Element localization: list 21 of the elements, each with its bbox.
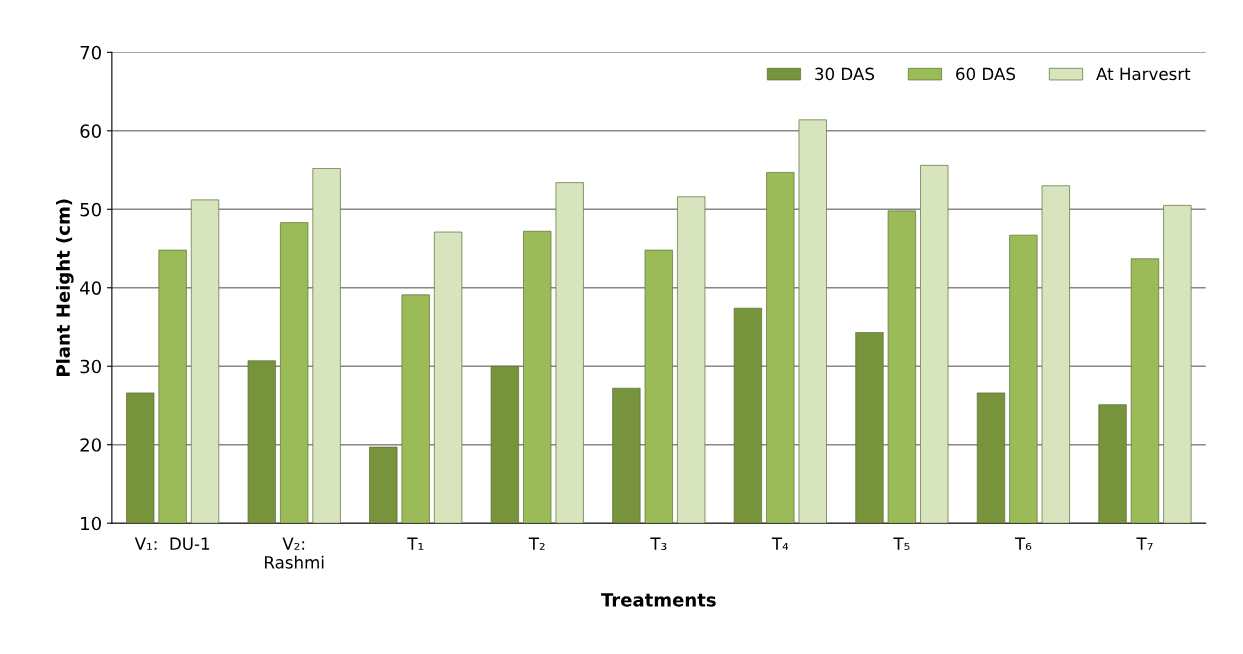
x-axis-title: Treatments	[601, 593, 716, 607]
x-tick-label: T₂	[528, 537, 545, 550]
x-tick-label: T₇	[1136, 537, 1153, 550]
x-tick-label: T₁	[407, 537, 424, 550]
y-axis-title: Plant Height (cm)	[56, 199, 74, 376]
y-tick-label: 20	[80, 438, 101, 452]
y-tick-label: 10	[81, 516, 101, 531]
y-tick-label: 50	[80, 202, 101, 217]
legend-label: 30 DAS	[815, 67, 875, 81]
x-tick-label: T₄	[771, 537, 789, 550]
y-tick-label: 70	[80, 45, 101, 60]
y-tick-label: 30	[80, 359, 101, 374]
legend-label: 60 DAS	[956, 67, 1016, 81]
x-tick-label: V₁: DU-1	[134, 537, 210, 550]
x-tick-label: T₅	[893, 537, 910, 550]
x-tick-label: T₃	[650, 537, 667, 550]
y-tick-label: 60	[80, 124, 101, 138]
x-tick-label: T₆	[1014, 537, 1032, 550]
y-tick-label: 40	[80, 281, 101, 295]
legend-label: At Harvesrt	[1096, 67, 1191, 81]
x-tick-label: V₂: Rashmi	[265, 537, 324, 569]
